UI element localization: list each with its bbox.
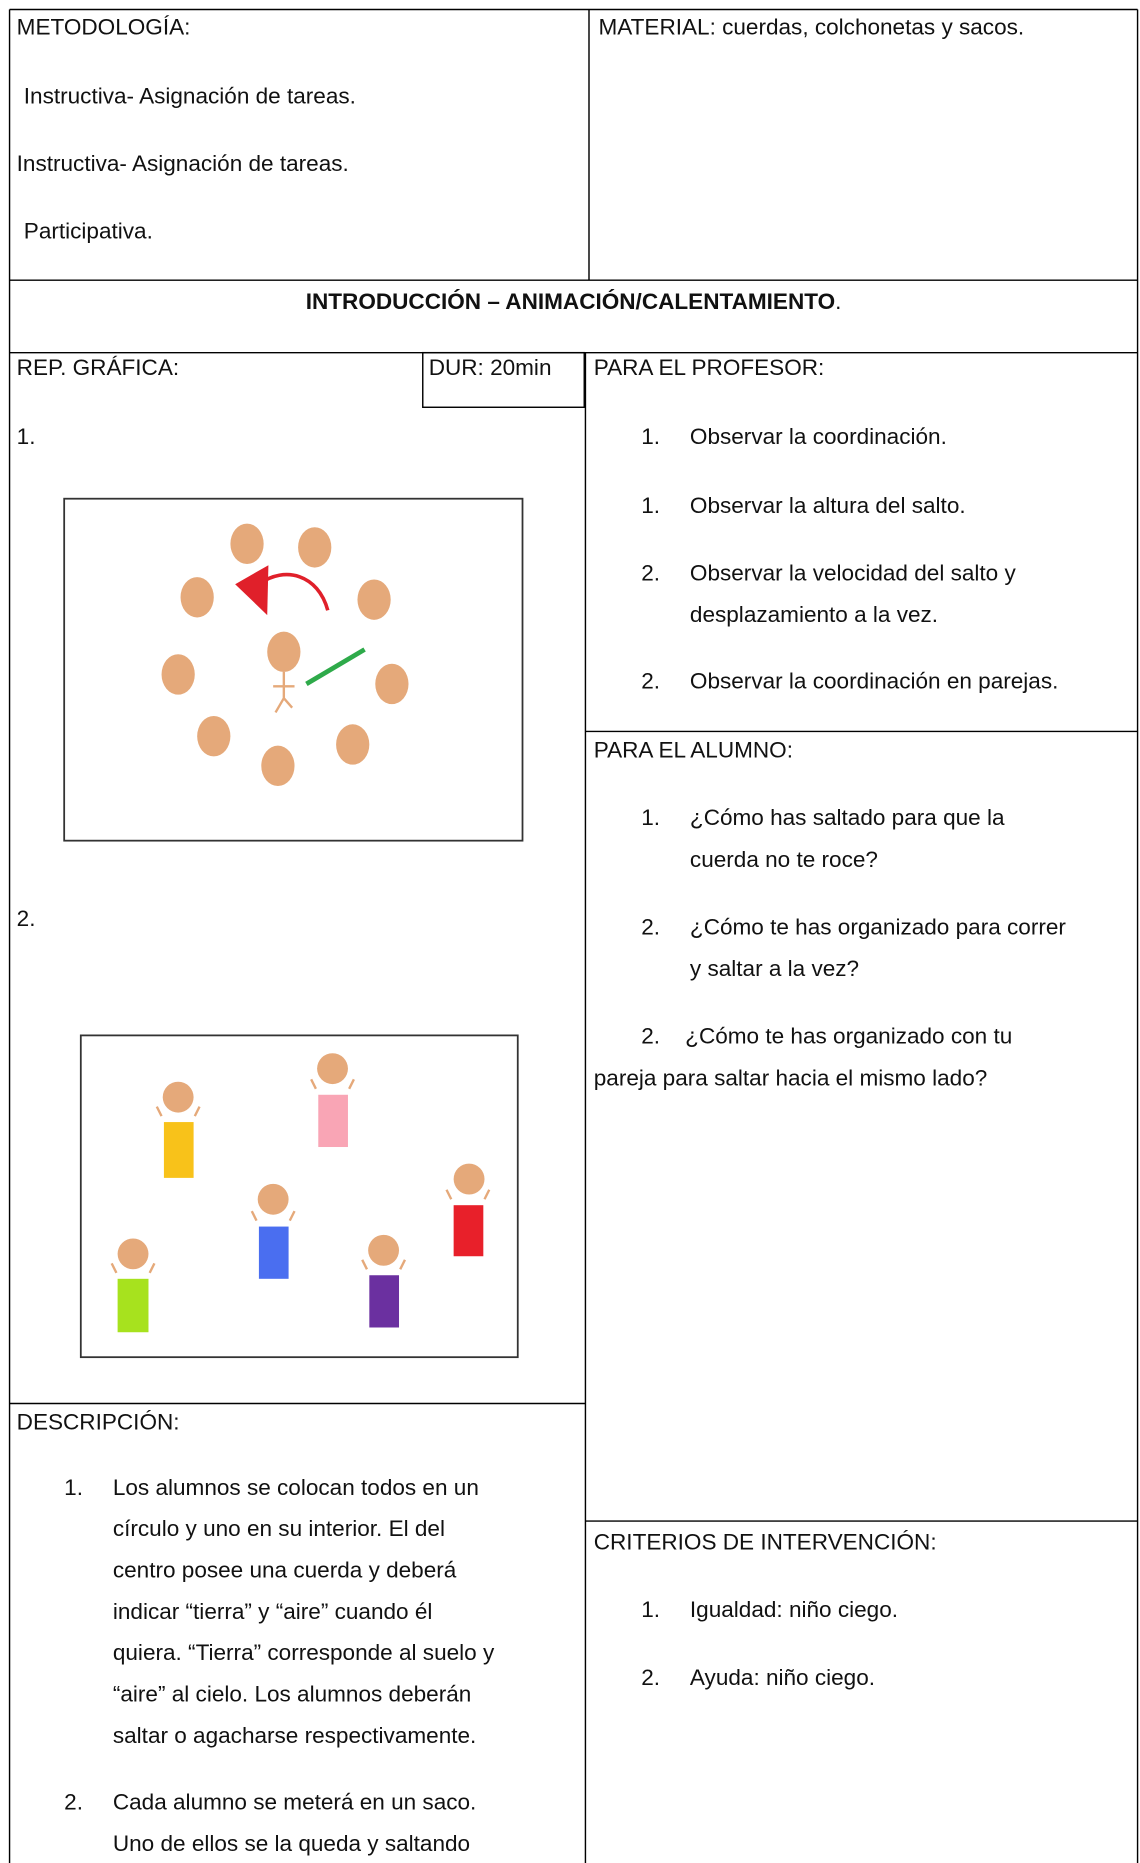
list-text: quiera. “Tierra” corresponde al suelo y	[113, 1640, 495, 1665]
metodologia-item: Instructiva- Asignación de tareas.	[24, 83, 356, 108]
list-number: 2.	[641, 669, 660, 694]
diagram-sack-race	[79, 1034, 519, 1359]
diagram-circle-game	[63, 497, 524, 842]
criterios-label: CRITERIOS DE INTERVENCIÓN:	[594, 1530, 937, 1555]
metodologia-item: Instructiva- Asignación de tareas.	[17, 151, 349, 176]
list-text: círculo y uno en su interior. El del	[113, 1516, 445, 1541]
list-text: y saltar a la vez?	[690, 956, 859, 981]
figure-number: 2.	[17, 906, 36, 931]
list-text: Ayuda: niño ciego.	[690, 1665, 875, 1690]
list-number: 2.	[641, 1024, 660, 1049]
list-number: 2.	[64, 1790, 83, 1815]
list-text: ¿Cómo te has organizado para correr	[690, 914, 1066, 939]
list-number: 2.	[641, 561, 660, 586]
duration: DUR: 20min	[429, 355, 552, 380]
list-number: 1.	[64, 1475, 83, 1500]
list-number: 2.	[641, 914, 660, 939]
list-text: pareja para saltar hacia el mismo lado?	[594, 1065, 988, 1090]
list-number: 1.	[641, 493, 660, 518]
list-text: “aire” al cielo. Los alumnos deberán	[113, 1682, 471, 1707]
rep-grafica-label: REP. GRÁFICA:	[17, 355, 179, 380]
list-text: Cada alumno se meterá en un saco.	[113, 1790, 476, 1815]
descripcion-label: DESCRIPCIÓN:	[17, 1410, 180, 1435]
section-title-end: .	[835, 289, 841, 314]
material: MATERIAL: cuerdas, colchonetas y sacos.	[598, 14, 1024, 39]
table-borders	[8, 8, 1139, 1863]
list-text: Observar la coordinación en parejas.	[690, 669, 1058, 694]
list-number: 1.	[641, 805, 660, 830]
list-text: ¿Cómo has saltado para que la	[690, 805, 1005, 830]
list-number: 2.	[641, 1665, 660, 1690]
list-number: 1.	[641, 1597, 660, 1622]
metodologia-label: METODOLOGÍA:	[17, 14, 191, 39]
list-text: indicar “tierra” y “aire” cuando él	[113, 1599, 433, 1624]
alumno-label: PARA EL ALUMNO:	[594, 738, 793, 763]
list-text: cuerda no te roce?	[690, 847, 878, 872]
list-text: Los alumnos se colocan todos en un	[113, 1475, 479, 1500]
list-text: centro posee una cuerda y deberá	[113, 1558, 457, 1583]
list-text: Observar la altura del salto.	[690, 493, 966, 518]
list-text: ¿Cómo te has organizado con tu	[685, 1024, 1012, 1049]
list-text: Observar la coordinación.	[690, 424, 947, 449]
section-title: INTRODUCCIÓN – ANIMACIÓN/CALENTAMIENTO.	[306, 289, 842, 314]
figure-number: 1.	[17, 424, 36, 449]
list-text: saltar o agacharse respectivamente.	[113, 1723, 476, 1748]
profesor-label: PARA EL PROFESOR:	[594, 355, 825, 380]
list-text: Observar la velocidad del salto y	[690, 561, 1017, 586]
list-text: Uno de ellos se la queda y saltando	[113, 1831, 470, 1856]
list-number: 1.	[641, 424, 660, 449]
list-text: Igualdad: niño ciego.	[690, 1597, 898, 1622]
section-title-text: INTRODUCCIÓN – ANIMACIÓN/CALENTAMIENTO	[306, 289, 835, 314]
list-text: desplazamiento a la vez.	[690, 602, 938, 627]
metodologia-item: Participativa.	[24, 219, 153, 244]
